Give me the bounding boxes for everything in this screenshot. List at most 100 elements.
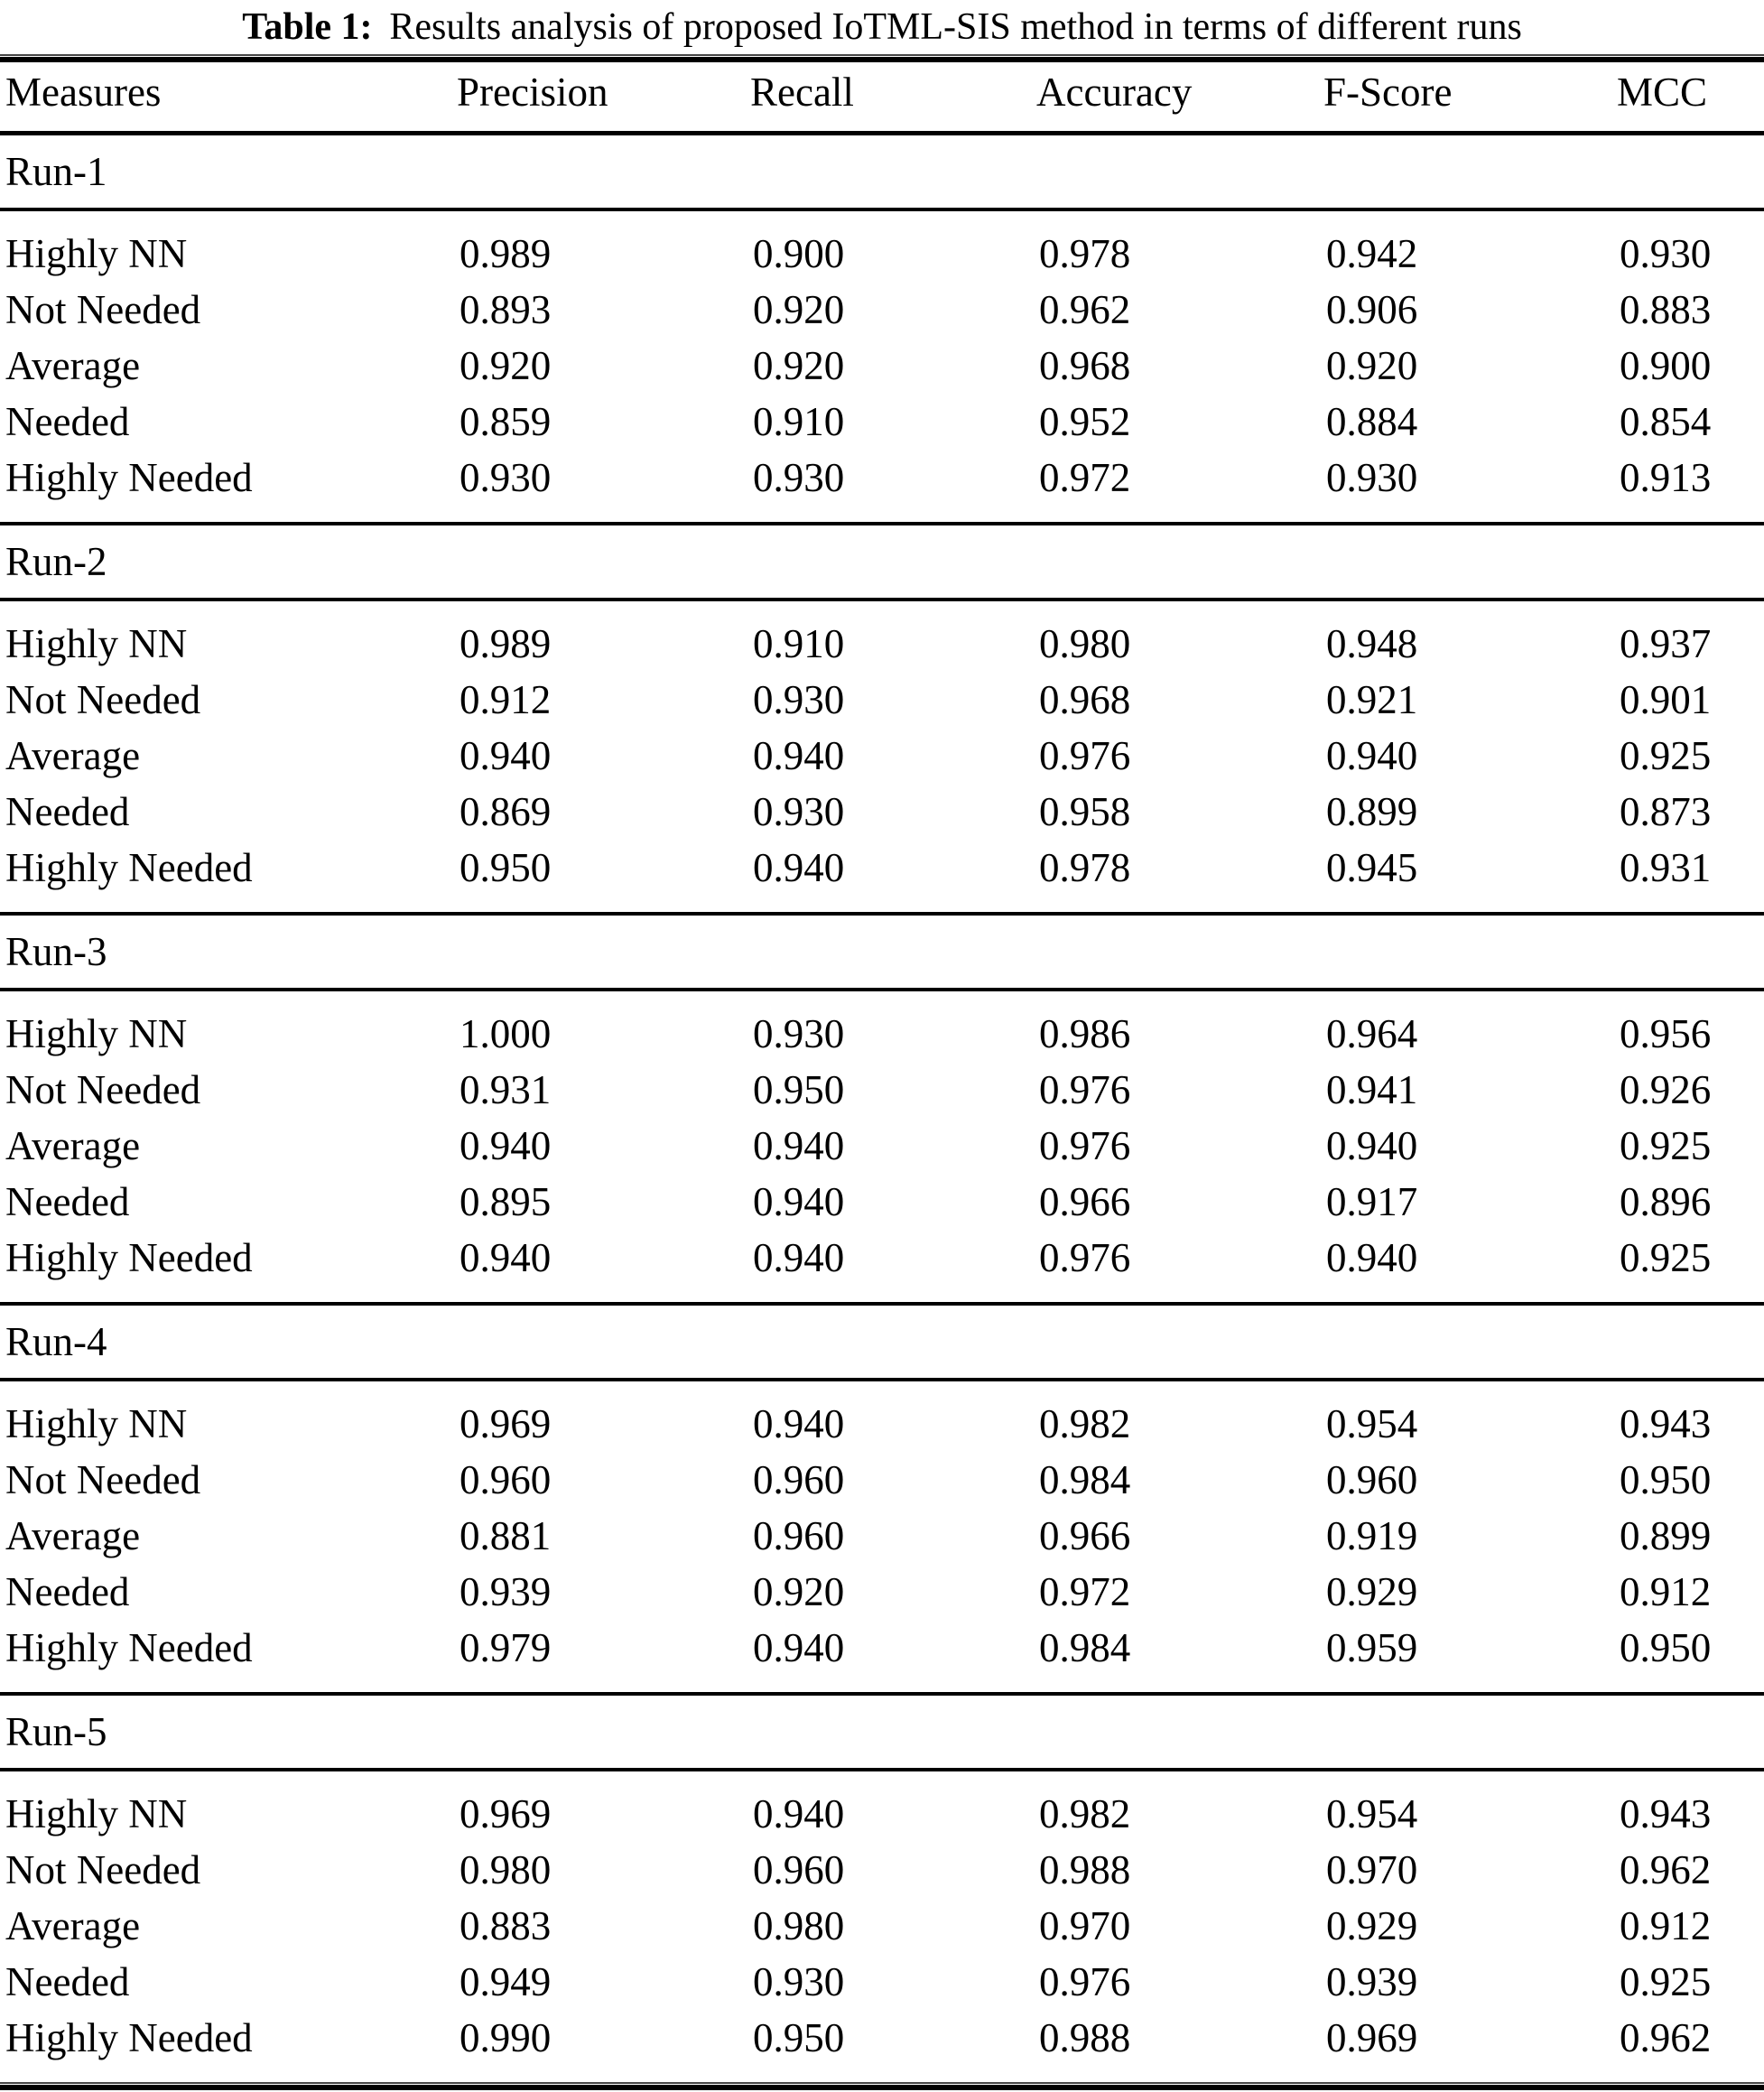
value-cell: 0.913 [1620, 455, 1712, 500]
value-cell: 0.960 [1326, 1457, 1418, 1502]
measure-cell: Needed [5, 1569, 130, 1614]
table-row: Highly NN 0.989 0.900 0.978 0.942 0.930 [0, 226, 1764, 282]
column-header-precision: Precision [457, 70, 608, 115]
table-row: Average 0.920 0.920 0.968 0.920 0.900 [0, 338, 1764, 394]
measure-cell: Average [5, 1903, 141, 1948]
value-cell: 0.895 [460, 1179, 552, 1224]
value-cell: 0.925 [1620, 1235, 1712, 1280]
value-cell: 0.854 [1620, 399, 1712, 444]
value-cell: 0.970 [1326, 1847, 1418, 1892]
value-cell: 0.869 [460, 789, 552, 834]
value-cell: 0.931 [460, 1067, 552, 1112]
table-row: Needed 0.949 0.930 0.976 0.939 0.925 [0, 1954, 1764, 2010]
value-cell: 0.979 [460, 1625, 552, 1670]
value-cell: 0.930 [753, 677, 845, 722]
section-rule [0, 598, 1764, 601]
measure-cell: Highly NN [5, 231, 188, 276]
value-cell: 0.969 [460, 1791, 552, 1836]
measure-cell: Highly Needed [5, 845, 253, 890]
value-cell: 0.984 [1039, 1457, 1131, 1502]
value-cell: 0.982 [1039, 1791, 1131, 1836]
value-cell: 0.988 [1039, 1847, 1131, 1892]
measure-cell: Needed [5, 399, 130, 444]
value-cell: 0.900 [753, 231, 845, 276]
value-cell: 0.926 [1620, 1067, 1712, 1112]
value-cell: 0.972 [1039, 1569, 1131, 1614]
value-cell: 0.976 [1039, 733, 1131, 778]
value-cell: 0.945 [1326, 845, 1418, 890]
value-cell: 0.899 [1326, 789, 1418, 834]
run-header-label: Run-2 [5, 539, 107, 584]
measure-cell: Highly Needed [5, 1625, 253, 1670]
section-rule [0, 208, 1764, 211]
value-cell: 0.960 [753, 1457, 845, 1502]
table-row: Highly NN 0.969 0.940 0.982 0.954 0.943 [0, 1396, 1764, 1452]
value-cell: 0.883 [460, 1903, 552, 1948]
table-caption-text: Results analysis of proposed IoTML-SIS m… [389, 6, 1522, 48]
bottom-rule [0, 2082, 1764, 2090]
value-cell: 0.960 [753, 1847, 845, 1892]
value-cell: 0.939 [1326, 1959, 1418, 2004]
measure-cell: Average [5, 1123, 141, 1168]
value-cell: 0.920 [753, 343, 845, 388]
value-cell: 0.920 [753, 287, 845, 332]
measure-cell: Not Needed [5, 1067, 201, 1112]
value-cell: 0.939 [460, 1569, 552, 1614]
value-cell: 0.940 [753, 733, 845, 778]
table-caption-label: Table 1: [242, 6, 373, 48]
measure-cell: Needed [5, 1179, 130, 1224]
measure-cell: Average [5, 1513, 141, 1558]
section-rows: Highly NN 0.989 0.900 0.978 0.942 0.930 Not Ne… [0, 211, 1764, 522]
value-cell: 0.972 [1039, 455, 1131, 500]
value-cell: 0.940 [460, 1235, 552, 1280]
section-rule [0, 1302, 1764, 1306]
value-cell: 0.929 [1326, 1903, 1418, 1948]
value-cell: 0.982 [1039, 1401, 1131, 1446]
run-header: Run-5 [0, 1696, 1764, 1768]
measure-cell: Average [5, 733, 141, 778]
value-cell: 0.948 [1326, 621, 1418, 666]
value-cell: 0.950 [1620, 1625, 1712, 1670]
table-row: Needed 0.869 0.930 0.958 0.899 0.873 [0, 784, 1764, 840]
value-cell: 0.929 [1326, 1569, 1418, 1614]
measure-cell: Highly NN [5, 1791, 188, 1836]
value-cell: 0.940 [753, 1625, 845, 1670]
value-cell: 0.921 [1326, 677, 1418, 722]
column-header-measures: Measures [5, 70, 162, 115]
value-cell: 0.910 [753, 399, 845, 444]
value-cell: 0.964 [1326, 1011, 1418, 1056]
table-row: Not Needed 0.980 0.960 0.988 0.970 0.962 [0, 1842, 1764, 1898]
table-row: Not Needed 0.960 0.960 0.984 0.960 0.950 [0, 1452, 1764, 1508]
value-cell: 0.976 [1039, 1235, 1131, 1280]
value-cell: 0.980 [753, 1903, 845, 1948]
value-cell: 0.956 [1620, 1011, 1712, 1056]
value-cell: 0.941 [1326, 1067, 1418, 1112]
value-cell: 0.968 [1039, 343, 1131, 388]
value-cell: 0.940 [753, 1123, 845, 1168]
value-cell: 0.917 [1326, 1179, 1418, 1224]
value-cell: 0.930 [460, 455, 552, 500]
table-row: Highly NN 0.969 0.940 0.982 0.954 0.943 [0, 1786, 1764, 1842]
table-row: Not Needed 0.893 0.920 0.962 0.906 0.883 [0, 282, 1764, 338]
value-cell: 0.960 [753, 1513, 845, 1558]
table-row: Highly Needed 0.930 0.930 0.972 0.930 0.913 [0, 450, 1764, 506]
table-row: Needed 0.895 0.940 0.966 0.917 0.896 [0, 1174, 1764, 1230]
value-cell: 0.883 [1620, 287, 1712, 332]
measure-cell: Highly Needed [5, 455, 253, 500]
run-header-label: Run-5 [5, 1709, 107, 1754]
table-row: Highly Needed 0.940 0.940 0.976 0.940 0.925 [0, 1230, 1764, 1286]
value-cell: 0.920 [460, 343, 552, 388]
value-cell: 0.912 [1620, 1903, 1712, 1948]
value-cell: 0.873 [1620, 789, 1712, 834]
value-cell: 0.954 [1326, 1791, 1418, 1836]
value-cell: 0.958 [1039, 789, 1131, 834]
measure-cell: Highly Needed [5, 2015, 253, 2060]
value-cell: 1.000 [460, 1011, 552, 1056]
value-cell: 0.940 [753, 845, 845, 890]
value-cell: 0.969 [1326, 2015, 1418, 2060]
measure-cell: Needed [5, 789, 130, 834]
section-rule [0, 522, 1764, 525]
run-header-label: Run-4 [5, 1319, 107, 1364]
section-rule [0, 1768, 1764, 1771]
run-header-label: Run-3 [5, 929, 107, 974]
